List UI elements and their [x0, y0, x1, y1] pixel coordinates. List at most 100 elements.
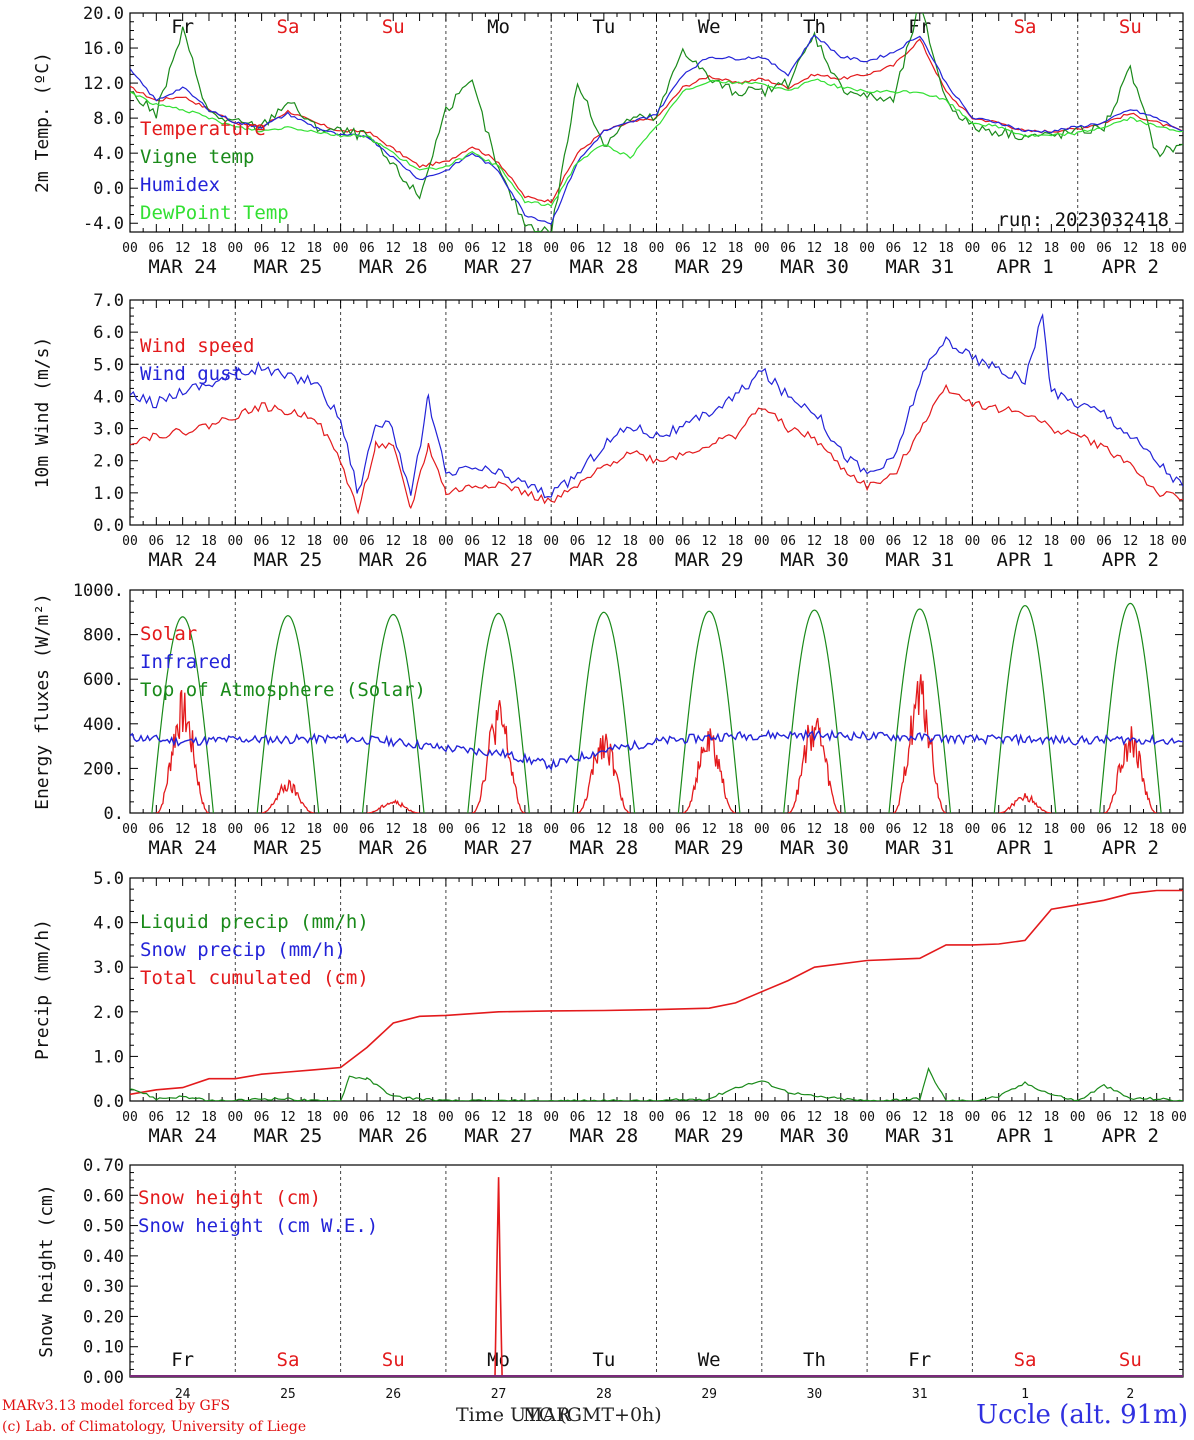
toa-solar-line [467, 612, 530, 813]
x-hour-label: 18 [938, 534, 954, 549]
x-hour-label: 00 [227, 534, 243, 549]
x-hour-label: 12 [701, 822, 717, 837]
x-hour-label: 06 [991, 534, 1007, 549]
toa-solar-line [888, 608, 952, 813]
x-hour-label: 18 [938, 241, 954, 256]
x-hour-label: 00 [227, 822, 243, 837]
x-hour-label: 18 [1044, 534, 1060, 549]
legend-entry: Infrared [140, 651, 232, 673]
x-day-number: 30 [807, 1387, 823, 1402]
x-hour-label: 06 [254, 534, 270, 549]
y-tick-label: 3.0 [93, 958, 124, 978]
toa-solar-line [256, 614, 320, 813]
weekday-label: Tu [592, 1349, 615, 1371]
series-line-green [130, 1066, 1183, 1101]
x-hour-label: 12 [912, 1110, 928, 1125]
legend-entry: Temperature [140, 118, 266, 140]
x-day-number: 29 [701, 1387, 717, 1402]
x-hour-label: 12 [491, 241, 507, 256]
x-hour-label: 06 [254, 822, 270, 837]
x-day-number: 1 [1021, 1387, 1029, 1402]
x-day-label: MAR 29 [675, 1125, 744, 1147]
x-hour-label: 06 [359, 534, 375, 549]
x-day-label: MAR 31 [885, 549, 954, 571]
x-hour-label: 00 [438, 534, 454, 549]
y-tick-label: 1.0 [93, 484, 124, 504]
model-credit: MARv3.13 model forced by GFS [2, 1398, 231, 1414]
solar-line [1103, 726, 1157, 813]
x-hour-label: 18 [1149, 822, 1165, 837]
x-day-label: MAR 25 [254, 256, 323, 278]
x-hour-label: 18 [622, 1110, 638, 1125]
panel-1: -4.0 0.0 4.0 8.0 12.0 16.0 20.0 2m Temp. (ºC) 00… [32, 4, 1187, 278]
x-hour-label: 18 [833, 241, 849, 256]
x-day-number: 28 [596, 1387, 612, 1402]
y-tick-label: 8.0 [93, 109, 124, 129]
series-line-blue [130, 34, 1183, 225]
x-day-label: APR 2 [1102, 256, 1159, 278]
x-hour-label: 12 [491, 822, 507, 837]
x-hour-label: 06 [570, 1110, 586, 1125]
x-hour-label: 06 [464, 241, 480, 256]
x-day-number: 27 [491, 1387, 507, 1402]
legend-entry: Total cumulated (cm) [140, 967, 369, 989]
x-hour-label: 18 [1149, 534, 1165, 549]
toa-solar-line [677, 610, 741, 813]
toa-solar-line [361, 613, 425, 813]
solar-line [156, 689, 210, 813]
x-hour-label: 12 [701, 534, 717, 549]
x-day-label: MAR 30 [780, 1125, 849, 1147]
x-hour-label: 00 [859, 534, 875, 549]
x-day-label: MAR 27 [464, 1125, 533, 1147]
x-axis-title: Time UTC (GMT+0h) MAR [456, 1404, 662, 1426]
x-day-label: MAR 25 [254, 837, 323, 859]
x-day-label: MAR 29 [675, 837, 744, 859]
x-day-label: MAR 24 [148, 1125, 217, 1147]
x-hour-label: 00 [333, 1110, 349, 1125]
x-hour-label: 12 [912, 534, 928, 549]
solar-line [577, 733, 631, 813]
x-day-label: MAR 27 [464, 549, 533, 571]
y-tick-label: 200. [83, 759, 124, 779]
legend-entry: Top of Atmosphere (Solar) [140, 679, 426, 701]
x-hour-label: 06 [1096, 1110, 1112, 1125]
x-hour-label: 00 [1070, 1110, 1086, 1125]
x-hour-label: 00 [859, 1110, 875, 1125]
solar-line [998, 793, 1052, 813]
x-hour-label: 00 [965, 241, 981, 256]
x-hour-label: 00 [1070, 822, 1086, 837]
y-tick-label: 0.50 [83, 1217, 124, 1237]
x-hour-label: 12 [385, 822, 401, 837]
x-hour-label: 12 [596, 241, 612, 256]
solar-line [893, 674, 947, 813]
legend-entry: Liquid precip (mm/h) [140, 911, 369, 933]
x-hour-label: 06 [359, 241, 375, 256]
x-hour-label: 06 [148, 534, 164, 549]
plot-area [130, 889, 1183, 1101]
legend-entry: Humidex [140, 174, 220, 196]
x-hour-label: 18 [622, 822, 638, 837]
x-hour-label: 00 [333, 534, 349, 549]
solar-line [787, 717, 841, 813]
x-hour-label: 06 [675, 822, 691, 837]
series-line-lightgreen [130, 78, 1183, 207]
x-hour-label: 00 [122, 534, 138, 549]
x-day-label: MAR 30 [780, 837, 849, 859]
solar-line [472, 700, 526, 813]
y-tick-label: 0. [104, 804, 124, 824]
toa-solar-line [572, 611, 636, 813]
y-tick-label: 6.0 [93, 323, 124, 343]
x-hour-label: 12 [385, 241, 401, 256]
y-tick-label: 16.0 [83, 39, 124, 59]
weekday-label: Su [382, 16, 405, 38]
x-hour-label: 00 [1070, 241, 1086, 256]
x-day-label: MAR 28 [570, 256, 639, 278]
x-hour-label: 12 [701, 1110, 717, 1125]
x-hour-label: 06 [780, 822, 796, 837]
y-tick-label: 1.0 [93, 1047, 124, 1067]
x-hour-label: 18 [833, 1110, 849, 1125]
y-axis-label: 2m Temp. (ºC) [32, 52, 53, 193]
weekday-label: Su [382, 1349, 405, 1371]
x-hour-label: 00 [965, 1110, 981, 1125]
y-tick-label: 4.0 [93, 144, 124, 164]
